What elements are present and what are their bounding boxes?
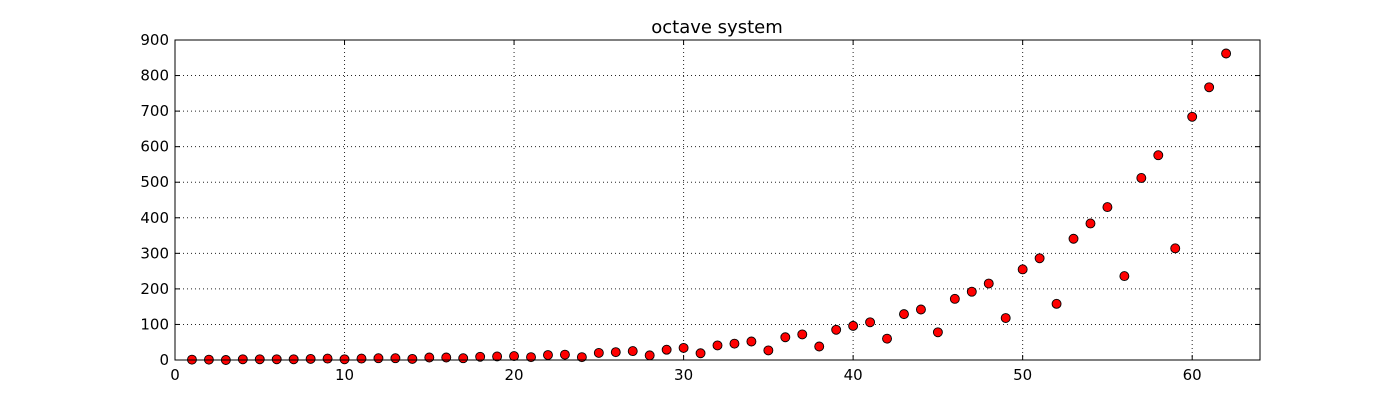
data-point (1068, 233, 1079, 244)
y-tick-label: 0 (159, 351, 169, 369)
data-point (949, 293, 960, 304)
data-point (695, 348, 706, 359)
plot-area (175, 40, 1260, 360)
y-tick-label: 100 (140, 315, 169, 333)
data-point (644, 350, 655, 361)
data-point (1085, 218, 1096, 229)
data-point (797, 329, 808, 340)
data-point (254, 354, 265, 365)
chart-title: octave system (651, 17, 783, 38)
data-point (932, 327, 943, 338)
data-point (271, 354, 282, 365)
data-point (610, 347, 621, 358)
x-tick-label: 40 (844, 366, 863, 384)
x-tick-label: 0 (170, 366, 180, 384)
data-point (1034, 253, 1045, 264)
data-point (492, 351, 503, 362)
data-point (1000, 313, 1011, 323)
data-point (983, 278, 994, 289)
data-point (763, 345, 774, 356)
grid (175, 40, 1260, 360)
data-point (848, 320, 859, 331)
data-point (915, 304, 926, 315)
data-point (814, 341, 825, 352)
data-point (526, 352, 536, 363)
data-point (1221, 48, 1232, 59)
data-point (407, 353, 418, 364)
y-tick-label: 500 (140, 173, 169, 191)
data-point (339, 354, 350, 365)
data-point (678, 342, 689, 353)
data-point (373, 353, 384, 364)
data-point (424, 352, 435, 363)
data-point (712, 340, 723, 351)
y-tick-label: 900 (140, 31, 169, 49)
data-point (543, 350, 553, 360)
data-point (729, 338, 740, 349)
data-point (966, 286, 977, 297)
data-point (661, 344, 672, 355)
y-tick-label: 400 (140, 209, 169, 227)
data-point (1017, 264, 1028, 275)
data-point (1119, 271, 1130, 282)
data-point (305, 353, 316, 364)
data-point (1187, 111, 1198, 122)
data-point (746, 336, 757, 347)
x-tick-label: 20 (505, 366, 524, 384)
data-point (322, 353, 333, 364)
y-axis-tick-labels: 0 100 200 300 400 500 600 700 800 900 (140, 31, 169, 369)
data-point (390, 353, 401, 364)
data-point (865, 317, 876, 328)
data-point (509, 351, 520, 362)
data-point (593, 347, 604, 358)
data-point (288, 354, 299, 365)
data-point (627, 346, 638, 357)
data-point (1051, 298, 1062, 309)
data-point (1170, 243, 1181, 254)
x-axis-tick-labels: 0 10 20 30 40 50 60 (170, 366, 1202, 384)
x-tick-label: 50 (1013, 366, 1032, 384)
data-point (1136, 173, 1147, 183)
data-point (576, 352, 587, 363)
y-tick-label: 200 (140, 280, 169, 298)
plot-frame (174, 39, 1261, 361)
y-tick-label: 300 (140, 244, 169, 262)
data-point (1153, 150, 1164, 161)
data-point (1102, 202, 1113, 213)
data-point (475, 351, 486, 362)
x-tick-label: 60 (1183, 366, 1202, 384)
data-point (1204, 82, 1215, 93)
y-tick-label: 800 (140, 67, 169, 85)
data-point (882, 333, 892, 344)
y-tick-label: 700 (140, 102, 169, 120)
data-point (831, 324, 842, 335)
data-point (458, 353, 469, 364)
data-point (237, 354, 248, 365)
data-point (899, 309, 909, 320)
x-tick-label: 10 (335, 366, 354, 384)
data-point (780, 332, 791, 343)
data-point (356, 353, 367, 364)
y-tick-label: 600 (140, 138, 169, 156)
x-tick-label: 30 (674, 366, 693, 384)
data-point (441, 352, 452, 363)
data-point (559, 349, 570, 360)
